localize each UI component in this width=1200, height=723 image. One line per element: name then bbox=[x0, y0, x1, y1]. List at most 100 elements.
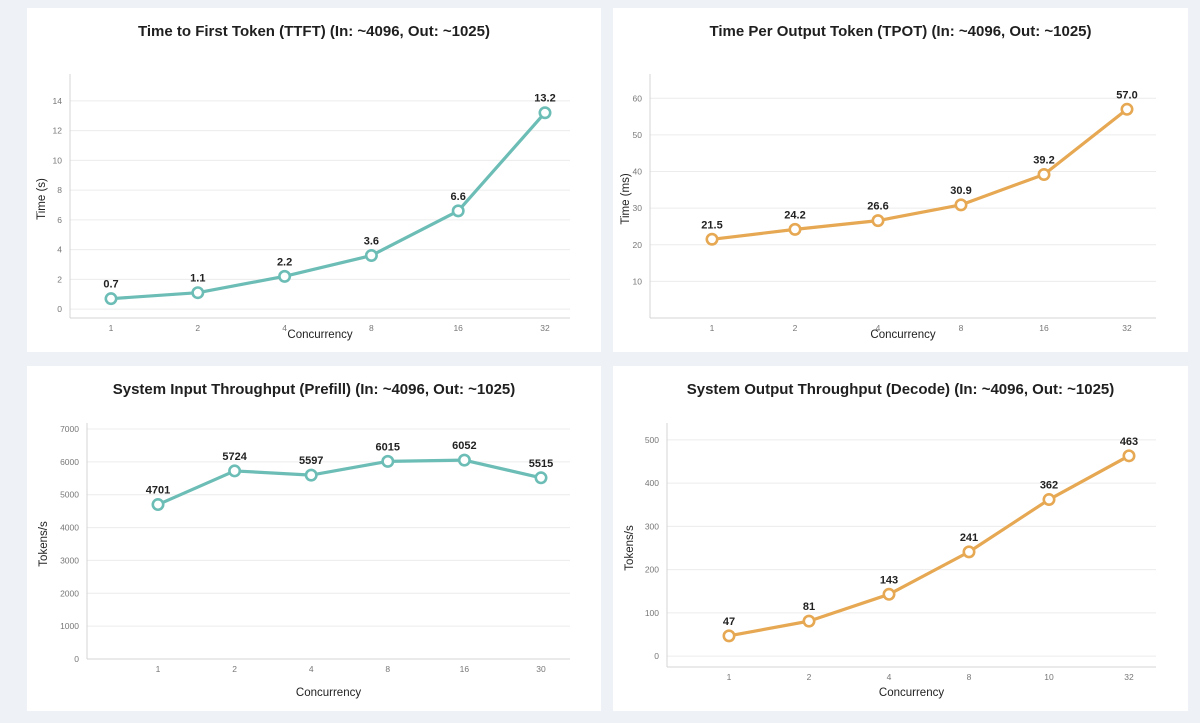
y-tick-label: 6 bbox=[57, 215, 62, 225]
chart-title: System Output Throughput (Decode) (In: ~… bbox=[687, 381, 1115, 398]
y-tick-label: 20 bbox=[633, 240, 643, 250]
x-tick-label: 32 bbox=[1122, 323, 1132, 333]
data-point bbox=[722, 629, 736, 643]
y-tick-label: 400 bbox=[645, 478, 659, 488]
y-tick-label: 2000 bbox=[60, 588, 79, 598]
y-tick-label: 500 bbox=[645, 435, 659, 445]
x-tick-label: 8 bbox=[385, 664, 390, 674]
data-point bbox=[1120, 102, 1134, 116]
x-axis-label: Concurrency bbox=[870, 329, 935, 341]
data-label: 13.2 bbox=[534, 93, 555, 105]
x-tick-label: 8 bbox=[369, 323, 374, 333]
data-label: 241 bbox=[960, 532, 978, 544]
x-tick-label: 1 bbox=[710, 323, 715, 333]
data-point bbox=[1042, 493, 1056, 507]
y-tick-label: 1000 bbox=[60, 621, 79, 631]
y-tick-label: 0 bbox=[74, 654, 79, 664]
data-point bbox=[954, 198, 968, 212]
data-point bbox=[191, 286, 205, 300]
data-point bbox=[1037, 167, 1051, 181]
x-tick-label: 4 bbox=[876, 323, 881, 333]
x-tick-label: 8 bbox=[959, 323, 964, 333]
x-tick-label: 32 bbox=[540, 323, 550, 333]
series-line bbox=[727, 454, 1131, 638]
data-point bbox=[151, 498, 165, 512]
data-point bbox=[1122, 449, 1136, 463]
y-tick-label: 100 bbox=[645, 608, 659, 618]
y-axis-label: Tokens/s bbox=[624, 525, 636, 571]
data-label: 362 bbox=[1040, 480, 1058, 492]
x-tick-label: 10 bbox=[1044, 672, 1054, 682]
y-tick-label: 7000 bbox=[60, 424, 79, 434]
data-label: 143 bbox=[880, 574, 898, 586]
data-point bbox=[871, 214, 885, 228]
chart-panel-tpot: Time Per Output Token (TPOT) (In: ~4096,… bbox=[613, 8, 1188, 352]
x-tick-label: 1 bbox=[156, 664, 161, 674]
y-tick-label: 4 bbox=[57, 245, 62, 255]
x-tick-label: 16 bbox=[1039, 323, 1049, 333]
y-tick-label: 40 bbox=[633, 167, 643, 177]
y-tick-label: 6000 bbox=[60, 457, 79, 467]
x-tick-label: 1 bbox=[109, 323, 114, 333]
chart-panel-input-throughput: System Input Throughput (Prefill) (In: ~… bbox=[27, 366, 601, 711]
x-axis-label: Concurrency bbox=[287, 329, 352, 341]
x-tick-label: 2 bbox=[232, 664, 237, 674]
data-label: 81 bbox=[803, 601, 815, 613]
y-tick-label: 2 bbox=[57, 274, 62, 284]
data-label: 21.5 bbox=[701, 219, 722, 231]
x-tick-label: 32 bbox=[1124, 672, 1134, 682]
series-line bbox=[109, 111, 547, 301]
x-tick-label: 16 bbox=[460, 664, 470, 674]
data-point bbox=[962, 545, 976, 559]
data-label: 26.6 bbox=[867, 201, 888, 213]
y-tick-label: 10 bbox=[633, 276, 643, 286]
data-point bbox=[538, 106, 552, 120]
x-tick-label: 4 bbox=[887, 672, 892, 682]
data-label: 2.2 bbox=[277, 256, 292, 268]
y-tick-label: 50 bbox=[633, 130, 643, 140]
data-point bbox=[802, 614, 816, 628]
line-chart: System Input Throughput (Prefill) (In: ~… bbox=[38, 381, 570, 699]
data-point bbox=[882, 587, 896, 601]
chart-panel-ttft: Time to First Token (TTFT) (In: ~4096, O… bbox=[27, 8, 601, 352]
data-point bbox=[534, 471, 548, 485]
y-axis-label: Tokens/s bbox=[38, 521, 50, 567]
data-label: 0.7 bbox=[103, 279, 118, 291]
x-tick-label: 16 bbox=[453, 323, 463, 333]
data-label: 57.0 bbox=[1116, 89, 1137, 101]
x-axis-label: Concurrency bbox=[879, 687, 944, 699]
line-chart: Time Per Output Token (TPOT) (In: ~4096,… bbox=[620, 23, 1156, 341]
data-label: 5597 bbox=[299, 455, 323, 467]
data-point bbox=[451, 204, 465, 218]
y-tick-label: 200 bbox=[645, 565, 659, 575]
data-label: 1.1 bbox=[190, 273, 205, 285]
x-tick-label: 4 bbox=[309, 664, 314, 674]
data-label: 39.2 bbox=[1033, 154, 1054, 166]
y-axis-label: Time (ms) bbox=[620, 173, 632, 224]
y-tick-label: 0 bbox=[654, 651, 659, 661]
series-line bbox=[156, 458, 543, 507]
x-tick-label: 2 bbox=[793, 323, 798, 333]
data-point bbox=[364, 249, 378, 263]
data-label: 5515 bbox=[529, 458, 553, 470]
x-tick-label: 2 bbox=[807, 672, 812, 682]
x-axis-label: Concurrency bbox=[296, 687, 361, 699]
line-chart: Time to First Token (TTFT) (In: ~4096, O… bbox=[36, 23, 570, 341]
data-point bbox=[304, 468, 318, 482]
data-label: 24.2 bbox=[784, 209, 805, 221]
data-label: 6015 bbox=[376, 441, 400, 453]
y-tick-label: 10 bbox=[53, 155, 63, 165]
data-point bbox=[705, 232, 719, 246]
chart-title: Time Per Output Token (TPOT) (In: ~4096,… bbox=[709, 23, 1091, 40]
data-label: 6052 bbox=[452, 440, 476, 452]
x-tick-label: 30 bbox=[536, 664, 546, 674]
chart-panel-output-throughput: System Output Throughput (Decode) (In: ~… bbox=[613, 366, 1188, 711]
y-tick-label: 30 bbox=[633, 203, 643, 213]
data-point bbox=[104, 292, 118, 306]
y-tick-label: 0 bbox=[57, 304, 62, 314]
chart-title: System Input Throughput (Prefill) (In: ~… bbox=[113, 381, 516, 398]
y-tick-label: 5000 bbox=[60, 490, 79, 500]
x-tick-label: 4 bbox=[282, 323, 287, 333]
data-label: 463 bbox=[1120, 436, 1138, 448]
data-point bbox=[228, 464, 242, 478]
